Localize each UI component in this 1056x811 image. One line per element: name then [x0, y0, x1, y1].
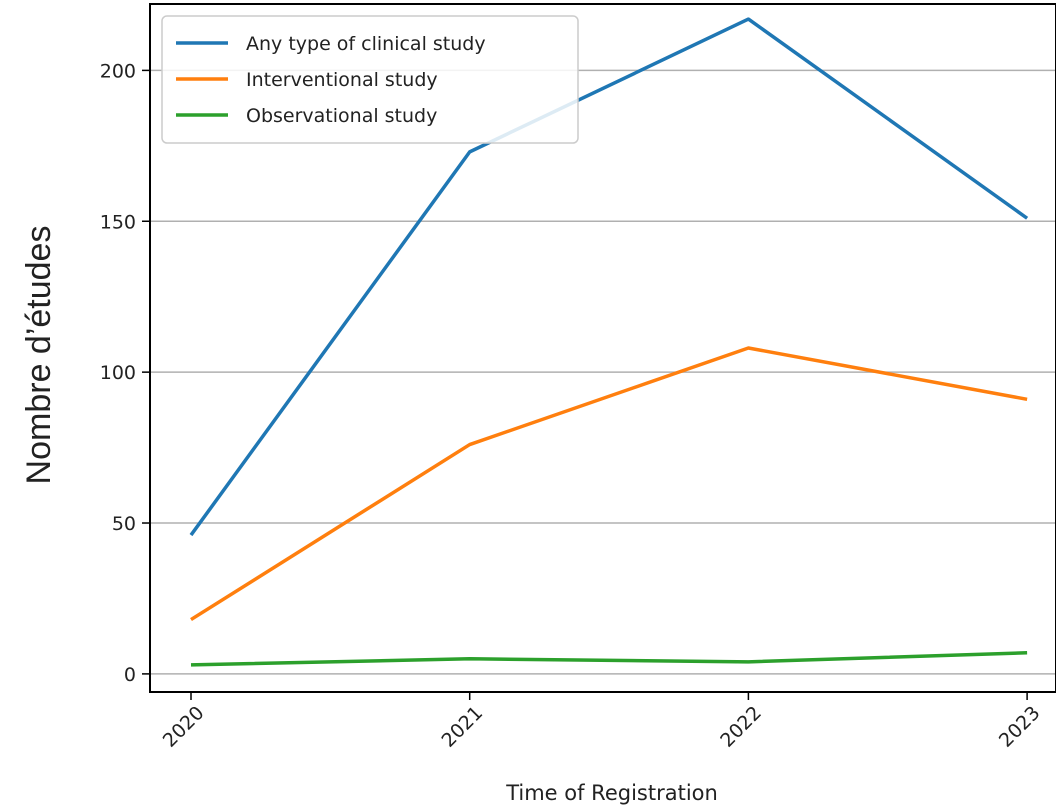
x-axis: 2020 2021 2022 2023 — [159, 692, 1045, 752]
plot-frame — [149, 3, 1056, 693]
legend-label: Any type of clinical study — [246, 33, 486, 55]
legend-box — [161, 15, 579, 144]
series-line — [190, 651, 1028, 667]
legend: Any type of clinical study Interventional… — [161, 15, 579, 144]
x-tick-label: 2020 — [159, 702, 209, 752]
y-tick-label: 150 — [100, 211, 136, 233]
series-line — [189, 17, 1029, 537]
series-line — [190, 346, 1028, 622]
x-axis-label: Time of Registration — [505, 781, 718, 805]
y-tick-label: 200 — [100, 60, 136, 82]
series-lines — [189, 17, 1029, 667]
grid-lines — [150, 69, 1056, 675]
y-tick-label: 50 — [112, 513, 136, 535]
y-axis-label: Nombre d’études — [20, 226, 58, 485]
y-axis: 0 50 100 150 200 — [100, 60, 150, 686]
legend-label: Observational study — [246, 105, 437, 127]
legend-label: Interventional study — [246, 69, 438, 91]
x-tick-label: 2023 — [995, 702, 1045, 752]
y-tick-label: 0 — [124, 664, 136, 686]
x-tick-label: 2022 — [716, 702, 766, 752]
y-tick-label: 100 — [100, 362, 136, 384]
x-tick-label: 2021 — [437, 702, 487, 752]
